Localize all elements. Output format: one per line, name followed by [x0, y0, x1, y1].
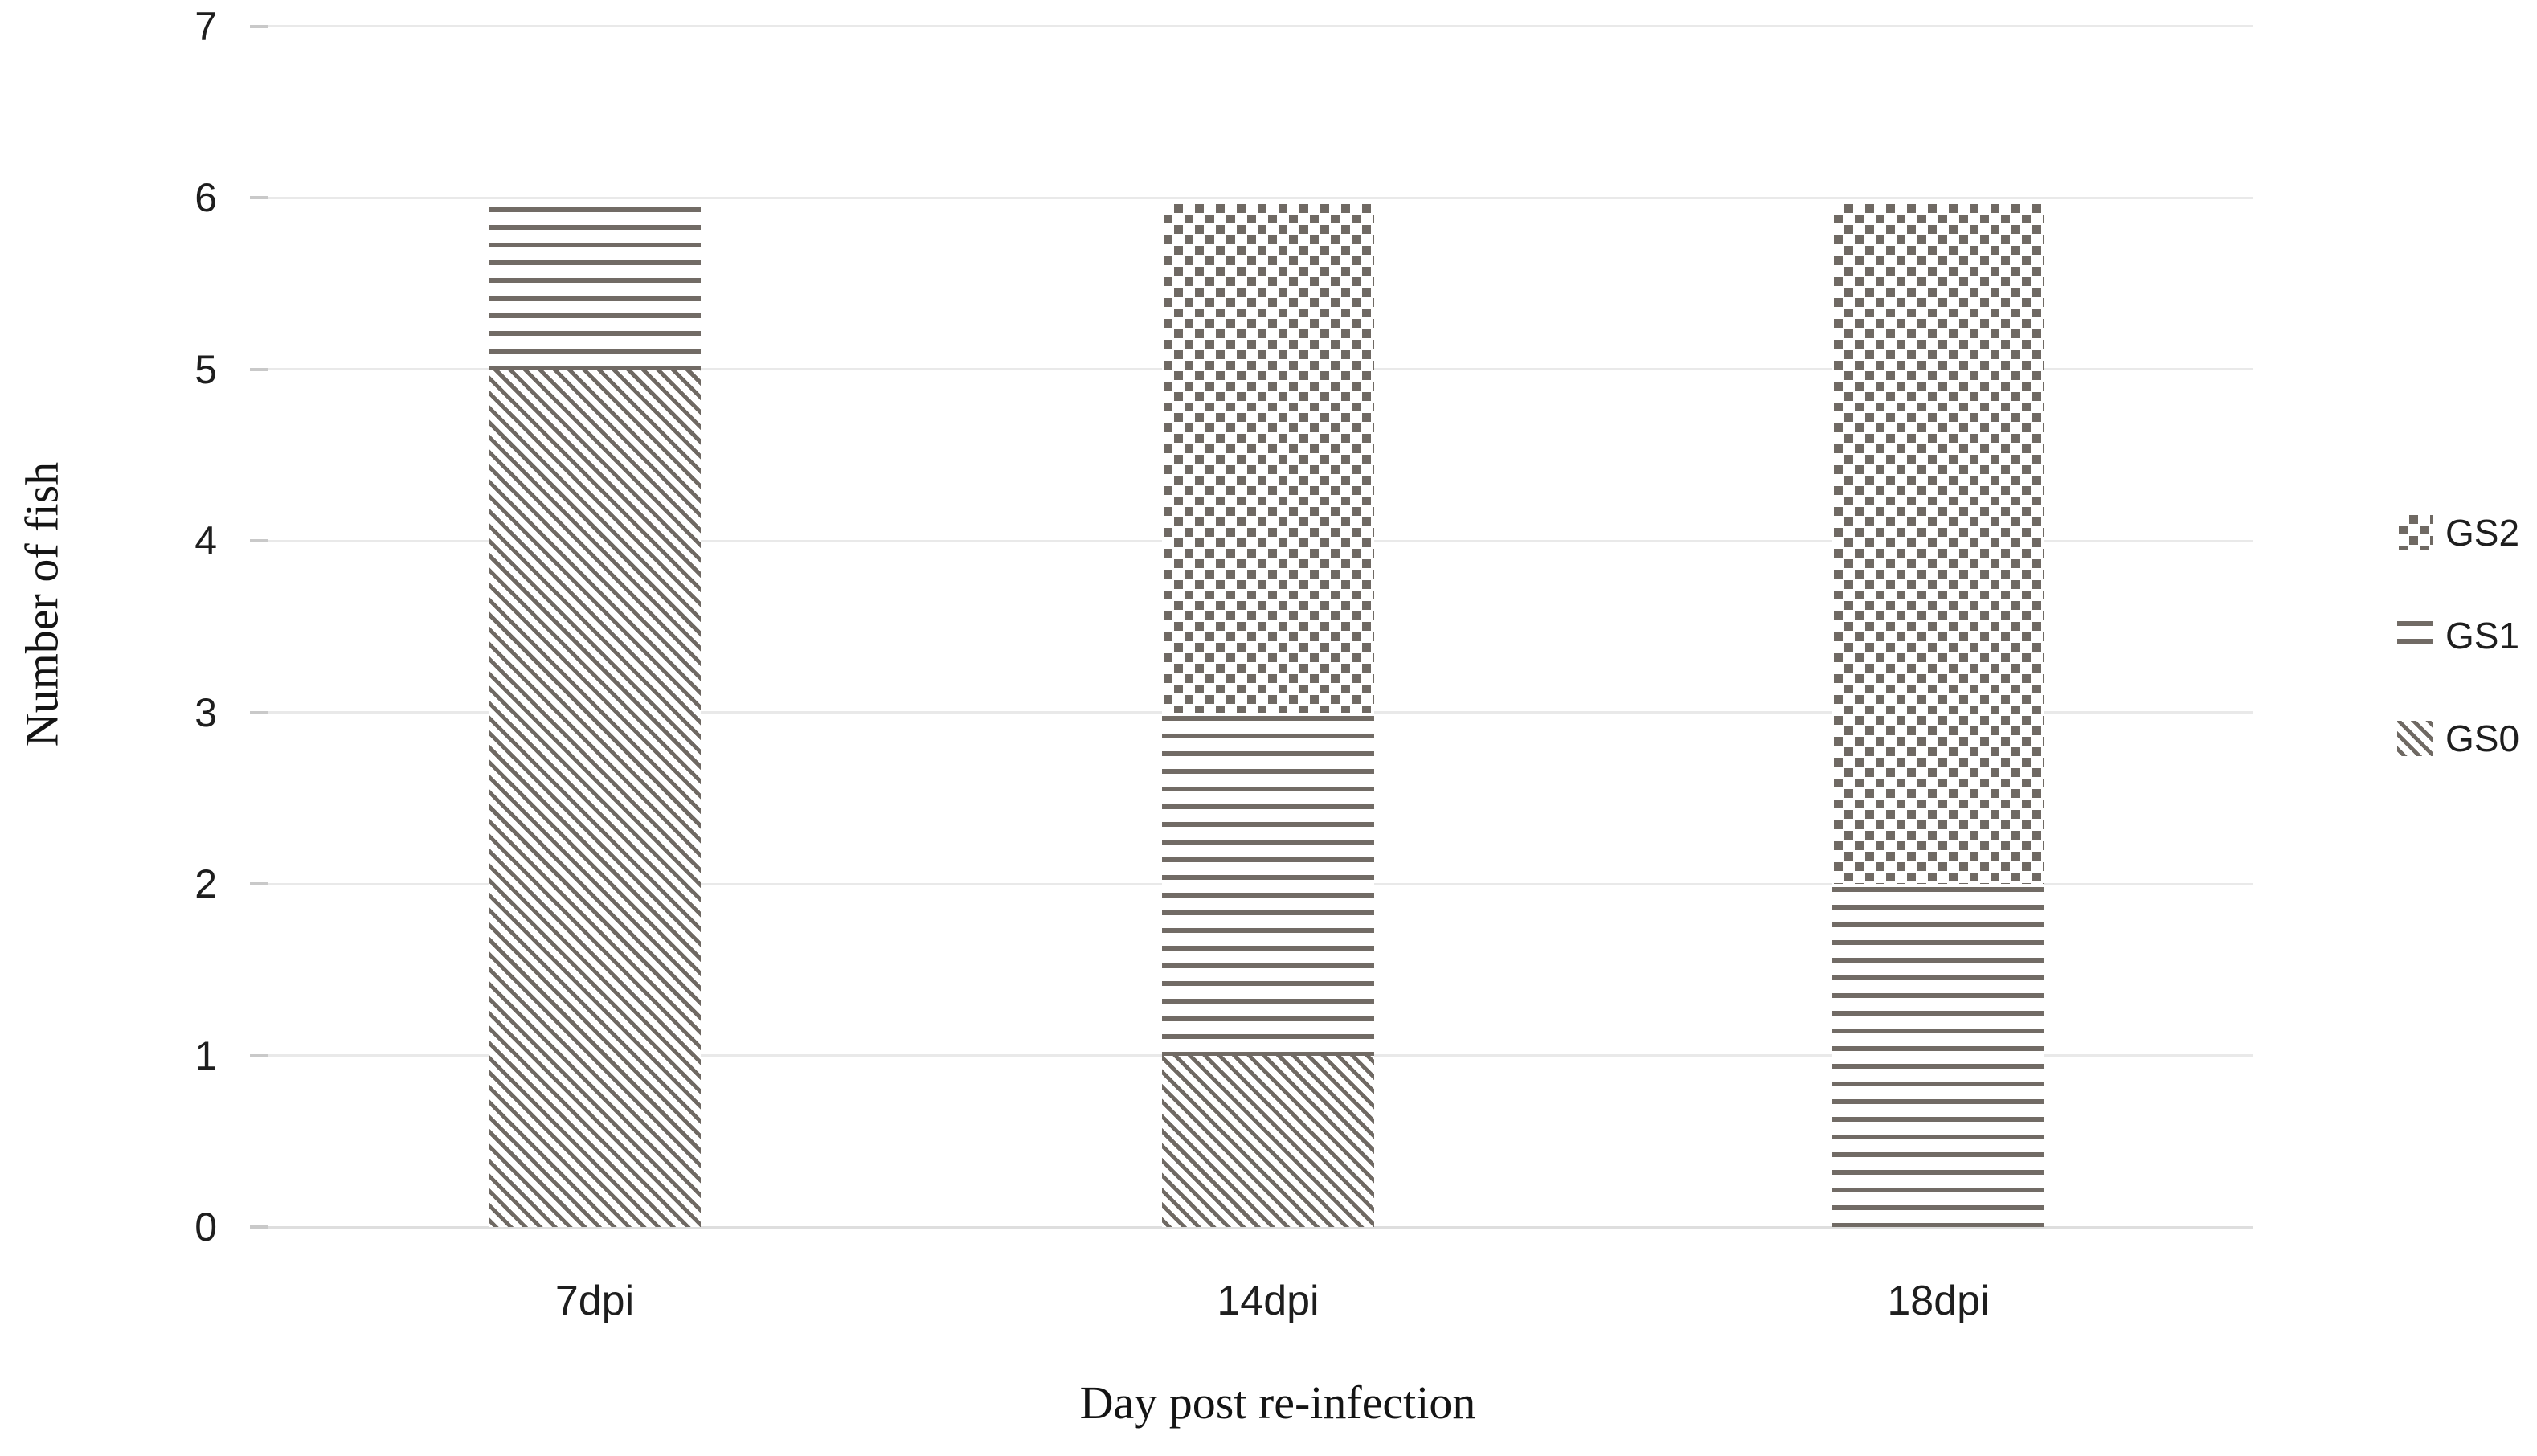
y-axis-tick: [250, 710, 268, 714]
legend-item-gs0: GS0: [2397, 718, 2520, 759]
gridline: [260, 25, 2253, 27]
legend-label-gs0: GS0: [2445, 718, 2520, 759]
y-axis-tick: [250, 196, 268, 199]
x-tick-label-14dpi: 14dpi: [1217, 1278, 1320, 1324]
y-tick-label: 1: [194, 1033, 217, 1078]
y-tick-label: 7: [194, 3, 217, 49]
y-tick-label: 3: [194, 689, 217, 735]
legend: GS2 GS1 GS0: [2397, 498, 2519, 824]
y-tick-label: 2: [194, 861, 217, 906]
y-axis-tick: [250, 367, 268, 371]
x-axis-title: Day post re-infection: [1079, 1376, 1476, 1429]
y-axis-tick: [250, 1225, 268, 1229]
legend-item-gs1: GS1: [2397, 615, 2520, 656]
y-tick-label: 4: [194, 518, 217, 563]
y-axis-tick: [250, 882, 268, 885]
bar-segment-gs2-18dpi: [1832, 204, 2044, 884]
y-tick-label: 0: [194, 1204, 217, 1249]
legend-swatch-gs2: [2397, 515, 2433, 550]
x-tick-label-18dpi: 18dpi: [1887, 1278, 1990, 1324]
y-axis-tick: [250, 539, 268, 542]
bar-segment-gs1-18dpi: [1832, 884, 2044, 1227]
legend-label-gs2: GS2: [2445, 512, 2520, 554]
legend-item-gs2: GS2: [2397, 512, 2520, 554]
legend-swatch-gs1: [2397, 618, 2433, 653]
bar-segment-gs1-14dpi: [1162, 712, 1374, 1056]
y-axis-title: Number of fish: [15, 461, 68, 747]
y-tick-label: 5: [194, 346, 217, 392]
x-tick-label-7dpi: 7dpi: [554, 1278, 635, 1324]
gridline: [260, 196, 2253, 199]
legend-swatch-gs0: [2397, 721, 2433, 756]
legend-label-gs1: GS1: [2445, 615, 2520, 656]
bar-segment-gs1-7dpi: [489, 204, 701, 370]
bar-segment-gs0-7dpi: [489, 369, 701, 1227]
y-axis-tick: [250, 24, 268, 28]
x-axis-line: [260, 1225, 2253, 1229]
y-tick-label: 6: [194, 175, 217, 220]
y-axis-tick: [250, 1053, 268, 1057]
bar-segment-gs2-14dpi: [1162, 204, 1374, 713]
bar-segment-gs0-14dpi: [1162, 1055, 1374, 1227]
